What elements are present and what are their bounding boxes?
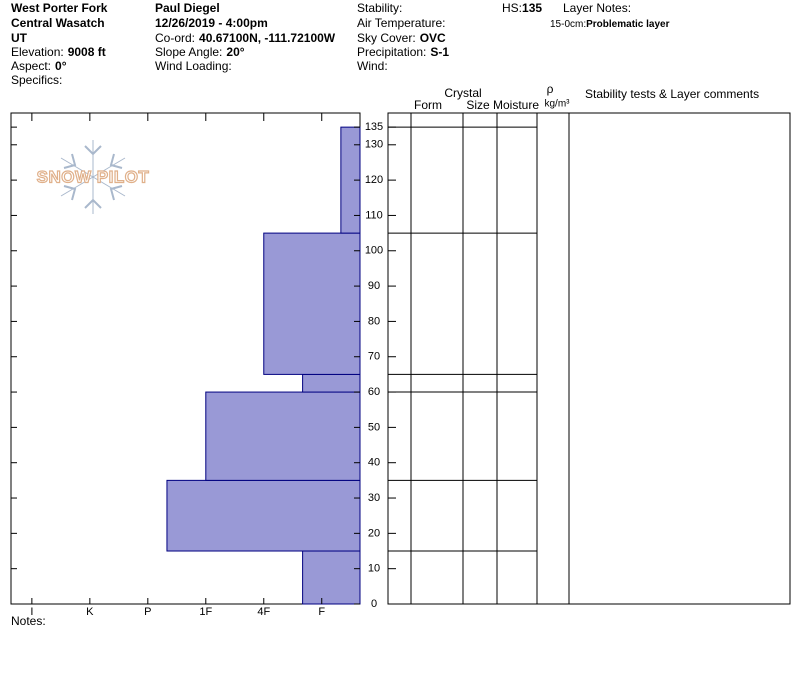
y-tick-label: 120 <box>365 174 383 186</box>
elevation: Elevation: 9008 ft <box>11 45 106 59</box>
value: 0° <box>55 59 67 73</box>
air-temp: Air Temperature: <box>357 16 445 30</box>
state: UT <box>11 31 28 45</box>
layer-bar <box>302 550 361 605</box>
specifics: Specifics: <box>11 73 62 87</box>
label: Co-ord: <box>155 31 195 45</box>
x-tick-label: K <box>86 606 94 618</box>
observer: Paul Diegel <box>155 1 220 15</box>
precip: Precipitation: S-1 <box>357 45 449 59</box>
label: Elevation: <box>11 45 64 59</box>
wind: Wind: <box>357 59 388 73</box>
logo <box>60 140 126 214</box>
density-unit: kg/m³ <box>545 99 571 110</box>
y-tick-label: 70 <box>368 351 380 363</box>
crystal-header: Crystal <box>444 86 481 100</box>
x-tick-label: 1F <box>199 606 212 618</box>
notes: Notes: <box>11 614 46 628</box>
hs: HS:135 <box>502 1 542 15</box>
x-tick-label: 4F <box>257 606 270 618</box>
y-tick-label: 130 <box>365 139 383 151</box>
y-tick-label: 0 <box>371 598 377 610</box>
size-header: Size <box>466 98 490 112</box>
label: Aspect: <box>11 59 51 73</box>
moisture-header: Moisture <box>493 98 539 112</box>
form-header: Form <box>414 98 442 112</box>
range: Central Wasatch <box>11 16 105 30</box>
y-tick-label: 10 <box>368 563 380 575</box>
y-tick-label: 40 <box>368 457 380 469</box>
layer-bar <box>205 391 361 481</box>
layer-notes: Layer Notes: <box>563 1 631 15</box>
range: 15-0cm: <box>550 19 586 30</box>
table-frame <box>387 112 791 605</box>
stability: Stability: <box>357 1 402 15</box>
wind-loading: Wind Loading: <box>155 59 232 73</box>
y-tick-label: 30 <box>368 492 380 504</box>
layer-bar <box>166 479 361 552</box>
value: 40.67100N, -111.72100W <box>199 31 336 45</box>
label: HS: <box>502 1 522 15</box>
label: Sky Cover: <box>357 31 416 45</box>
note: Problematic layer <box>586 19 669 30</box>
label: Precipitation: <box>357 45 426 59</box>
value: 9008 ft <box>68 45 106 59</box>
y-tick-label: 90 <box>368 280 380 292</box>
aspect: Aspect: 0° <box>11 59 67 73</box>
sky: Sky Cover: OVC <box>357 31 446 45</box>
y-tick-label: 80 <box>368 315 380 327</box>
x-tick-label: I <box>30 606 33 618</box>
x-tick-label: P <box>144 606 151 618</box>
slope: Slope Angle: 20° <box>155 45 245 59</box>
y-tick-label: 20 <box>368 527 380 539</box>
y-tick-label: 100 <box>365 245 383 257</box>
logo-text: SNOW PILOT <box>37 167 150 186</box>
y-tick-label: 110 <box>365 209 383 221</box>
value: 135 <box>522 1 542 15</box>
y-tick-label: 60 <box>368 386 380 398</box>
table-columns <box>410 113 570 604</box>
layer-note: 15-0cm:Problematic layer <box>550 19 670 30</box>
rho-header: ρ <box>547 82 554 96</box>
layer-bar <box>263 232 361 375</box>
coord: Co-ord: 40.67100N, -111.72100W <box>155 31 336 45</box>
y-tick-label: 135 <box>365 121 383 133</box>
x-tick-label: F <box>318 606 325 618</box>
value: 20° <box>226 45 244 59</box>
y-tick-label: 50 <box>368 421 380 433</box>
label: Slope Angle: <box>155 45 222 59</box>
location: West Porter Fork <box>11 1 108 15</box>
value: S-1 <box>430 45 449 59</box>
comments-header: Stability tests & Layer comments <box>585 87 759 101</box>
datetime: 12/26/2019 - 4:00pm <box>155 16 268 30</box>
value: OVC <box>420 31 446 45</box>
layer-bar <box>302 373 361 393</box>
